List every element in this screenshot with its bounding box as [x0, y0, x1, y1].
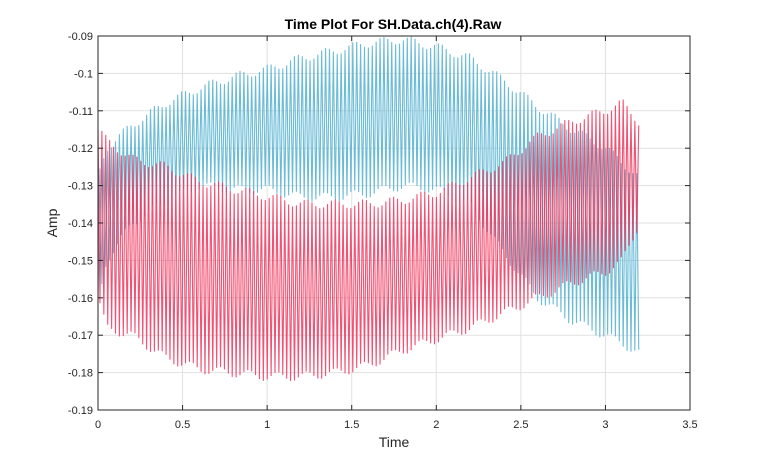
y-tick-label: -0.13 — [68, 181, 93, 193]
series-layer — [97, 36, 640, 382]
x-tick-label: 3.5 — [682, 419, 697, 431]
x-tick-label: 0 — [95, 419, 101, 431]
y-axis-label: Amp — [44, 208, 60, 237]
series-blue-line — [97, 36, 640, 352]
y-tick-label: -0.16 — [68, 293, 93, 305]
plot-area[interactable] — [97, 35, 691, 411]
y-tick-label: -0.18 — [68, 368, 93, 380]
y-tick-label: -0.11 — [69, 106, 93, 118]
y-tick-labels: -0.09 -0.1 -0.11 -0.12 -0.13 -0.14 -0.15 -0.16 -… — [68, 31, 93, 417]
x-tick-label: 2.5 — [513, 419, 528, 431]
y-tick-label: -0.1 — [74, 68, 93, 80]
y-tick-label: -0.15 — [68, 255, 93, 267]
x-tick-label: 0.5 — [175, 419, 190, 431]
x-axis-label: Time — [379, 434, 410, 450]
x-tick-labels: 0 0.5 1 1.5 2 2.5 3 3.5 — [95, 419, 698, 431]
y-tick-label: -0.17 — [68, 330, 93, 342]
x-tick-label: 3 — [602, 419, 608, 431]
series-red-line — [97, 99, 640, 382]
y-tick-label: -0.19 — [68, 405, 93, 417]
y-tick-label: -0.12 — [68, 143, 93, 155]
x-tick-label: 2 — [433, 419, 439, 431]
chart-title: Time Plot For SH.Data.ch(4).Raw — [285, 16, 502, 32]
y-tick-label: -0.14 — [68, 218, 93, 230]
tick-marks — [97, 35, 691, 411]
x-tick-label: 1 — [264, 419, 270, 431]
y-tick-label: -0.09 — [68, 31, 93, 43]
x-tick-label: 1.5 — [344, 419, 359, 431]
